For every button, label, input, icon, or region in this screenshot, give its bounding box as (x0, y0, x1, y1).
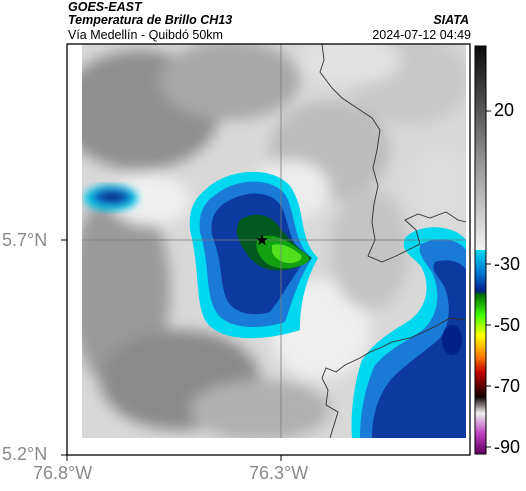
boundary-line-south (321, 317, 466, 438)
boundary-line-north (319, 44, 466, 263)
title-line-1: GOES-EAST (68, 0, 142, 14)
brightness-temperature-field (82, 44, 466, 438)
map-border (66, 43, 471, 456)
star-marker-icon (256, 234, 268, 246)
lat-tick-label: 5.2°N (2, 444, 48, 464)
lon-tick-label: 76.8°W (33, 463, 93, 483)
agency-label: SIATA (433, 13, 469, 27)
colorbar-tick-label: 20 (494, 100, 515, 120)
datetime-label: 2024-07-12 04:49 (372, 28, 471, 42)
lon-tick-label: 76.3°W (249, 463, 309, 483)
colorbar-tick-label: -30 (494, 254, 521, 274)
colorbar-tick-label: -90 (494, 437, 521, 457)
lat-tick-label: 5.7°N (2, 230, 48, 250)
colorbar (474, 45, 487, 455)
subtitle: Vía Medellín - Quibdó 50km (68, 28, 223, 42)
colorbar-tick-label: -50 (494, 315, 521, 335)
colorbar-tick-label: -70 (494, 376, 521, 396)
title-line-2: Temperatura de Brillo CH13 (68, 13, 233, 27)
